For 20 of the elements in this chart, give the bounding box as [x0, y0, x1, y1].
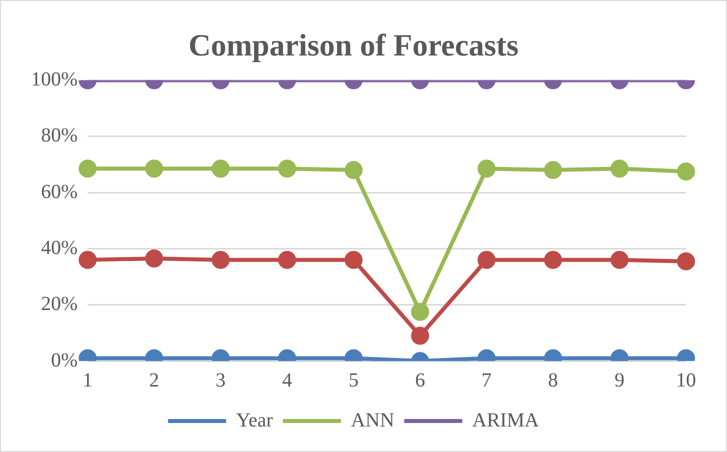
x-tick-label: 3	[216, 369, 226, 392]
x-tick-label: 10	[676, 369, 696, 392]
x-tick-label: 7	[482, 369, 492, 392]
x-tick-label: 1	[82, 369, 93, 392]
y-tick-label: 60%	[40, 180, 78, 203]
y-tick-label: 0%	[50, 349, 78, 372]
x-tick-label: 9	[614, 369, 625, 392]
x-tick-label: 4	[282, 369, 292, 392]
legend-label: ARIMA	[472, 409, 540, 432]
y-tick-label: 80%	[40, 124, 78, 147]
y-tick-label: 100%	[30, 68, 78, 90]
y-tick-label: 40%	[40, 236, 78, 259]
x-tick-label: 6	[415, 369, 426, 392]
legend-label: ANN	[350, 409, 394, 432]
x-tick-label: 5	[348, 369, 359, 392]
legend-label: Year	[236, 409, 274, 432]
y-tick-label: 20%	[40, 293, 78, 316]
x-tick-label: 2	[149, 369, 160, 392]
x-tick-label: 8	[548, 369, 558, 392]
chart-title: Comparison of Forecasts	[188, 28, 519, 63]
